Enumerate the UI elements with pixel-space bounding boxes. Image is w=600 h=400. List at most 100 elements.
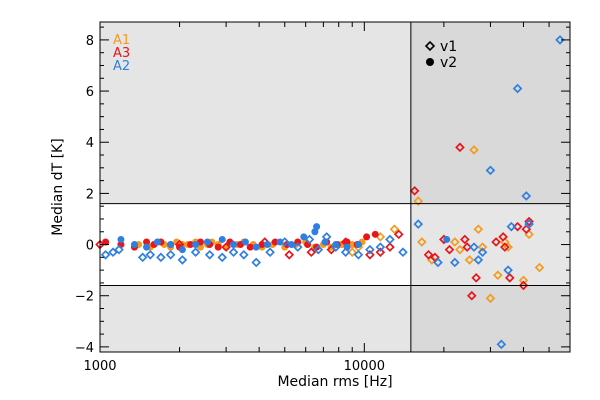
data-point-filled-circle bbox=[276, 238, 284, 246]
data-point-open-diamond bbox=[518, 275, 529, 286]
data-point-open-diamond bbox=[417, 237, 427, 247]
data-point-open-diamond bbox=[485, 165, 496, 176]
data-point-open-diamond bbox=[503, 265, 513, 275]
data-point-open-diamond bbox=[100, 249, 111, 260]
data-point-filled-circle bbox=[321, 238, 329, 246]
data-point-filled-circle bbox=[332, 241, 340, 249]
data-point-open-diamond bbox=[521, 191, 532, 201]
data-point-open-diamond bbox=[347, 247, 358, 258]
data-point-open-diamond bbox=[265, 247, 275, 258]
legend-channel-a3: A3 bbox=[113, 46, 130, 61]
channel-legend: A1 A3 A2 bbox=[113, 33, 130, 74]
shaded-regions bbox=[100, 22, 570, 352]
data-point-open-diamond bbox=[365, 249, 375, 260]
data-point-filled-circle bbox=[187, 241, 195, 249]
data-point-open-diamond bbox=[464, 255, 475, 265]
data-point-open-diamond bbox=[177, 255, 188, 265]
legend-version-v2: v2 bbox=[440, 55, 457, 71]
data-point-filled-circle bbox=[153, 238, 161, 246]
data-point-filled-circle bbox=[130, 241, 138, 249]
y-tick-label: 8 bbox=[86, 34, 94, 49]
data-point-open-diamond bbox=[385, 242, 395, 252]
data-point-open-diamond bbox=[114, 244, 124, 255]
data-point-open-diamond bbox=[455, 142, 465, 153]
data-point-open-diamond bbox=[462, 242, 472, 252]
data-point-open-diamond bbox=[413, 219, 424, 229]
data-point-open-diamond bbox=[304, 234, 315, 245]
data-point-filled-circle bbox=[271, 238, 279, 246]
data-point-open-diamond bbox=[137, 252, 148, 263]
data-point-open-diamond bbox=[190, 247, 201, 258]
data-point-open-diamond bbox=[450, 237, 460, 247]
data-point-filled-circle bbox=[443, 235, 451, 243]
data-point-open-diamond bbox=[204, 249, 215, 260]
data-point-open-diamond bbox=[485, 293, 496, 304]
data-point-open-diamond bbox=[512, 221, 523, 232]
data-point-filled-circle bbox=[252, 243, 260, 251]
data-point-open-diamond bbox=[251, 257, 262, 268]
data-point-open-diamond bbox=[498, 232, 508, 242]
data-point-open-diamond bbox=[496, 339, 507, 350]
data-point-open-diamond bbox=[460, 234, 470, 245]
data-point-filled-circle bbox=[343, 243, 351, 251]
data-point-filled-circle bbox=[348, 241, 356, 249]
data-point-open-diamond bbox=[455, 244, 465, 255]
data-point-open-diamond bbox=[477, 242, 488, 252]
data-point-filled-circle bbox=[218, 235, 226, 243]
data-point-open-diamond bbox=[165, 249, 176, 260]
reference-lines bbox=[100, 22, 570, 352]
data-point-open-diamond bbox=[555, 35, 565, 45]
legend-channel-a2: A2 bbox=[113, 59, 130, 74]
legend-channel-a1: A1 bbox=[113, 33, 130, 48]
data-point-filled-circle bbox=[246, 243, 254, 251]
data-point-open-diamond bbox=[473, 255, 484, 265]
plot-frame bbox=[99, 21, 571, 353]
data-point-open-diamond bbox=[471, 273, 481, 283]
data-point-filled-circle bbox=[178, 246, 186, 254]
data-point-open-diamond bbox=[512, 83, 523, 94]
x-axis-label: Median rms [Hz] bbox=[277, 374, 392, 390]
y-tick-label: 0 bbox=[86, 239, 94, 254]
data-point-filled-circle bbox=[287, 241, 295, 249]
x-tick-label: 1000 bbox=[83, 359, 116, 374]
data-point-open-diamond bbox=[423, 249, 434, 260]
data-point-open-diamond bbox=[353, 249, 364, 260]
data-point-filled-circle bbox=[300, 233, 308, 241]
data-point-open-diamond bbox=[504, 273, 515, 283]
data-point-filled-circle bbox=[173, 238, 181, 246]
data-points bbox=[95, 35, 565, 350]
data-point-open-diamond bbox=[491, 237, 501, 247]
data-point-open-diamond bbox=[221, 242, 231, 252]
data-point-open-diamond bbox=[469, 242, 479, 252]
data-point-open-diamond bbox=[156, 252, 166, 263]
x-tick-label: 10000 bbox=[344, 359, 385, 374]
data-point-open-diamond bbox=[365, 244, 375, 255]
data-point-open-diamond bbox=[503, 242, 513, 252]
data-point-open-diamond bbox=[534, 262, 545, 273]
data-point-open-diamond bbox=[108, 247, 118, 258]
data-point-open-diamond bbox=[493, 270, 503, 281]
data-point-open-diamond bbox=[375, 247, 386, 258]
data-point-filled-circle bbox=[263, 241, 271, 249]
data-point-filled-circle bbox=[363, 233, 371, 241]
y-tick-label: 4 bbox=[86, 136, 94, 151]
data-point-filled-circle bbox=[371, 230, 379, 238]
data-point-filled-circle bbox=[102, 238, 110, 246]
data-point-filled-circle bbox=[167, 241, 175, 249]
data-point-open-diamond bbox=[518, 280, 529, 291]
data-point-open-diamond bbox=[477, 247, 488, 258]
data-point-open-diamond bbox=[524, 219, 534, 229]
data-point-open-diamond bbox=[473, 224, 484, 235]
data-point-filled-circle bbox=[230, 241, 238, 249]
data-point-open-diamond bbox=[499, 242, 510, 252]
data-point-open-diamond bbox=[340, 247, 351, 258]
data-point-open-diamond bbox=[393, 229, 404, 240]
data-point-filled-circle bbox=[313, 223, 321, 231]
shaded-high-rms-band bbox=[410, 203, 570, 286]
data-point-open-diamond bbox=[385, 234, 395, 245]
legend-version-v1: v1 bbox=[440, 39, 457, 55]
legend-filled-circle-marker bbox=[426, 58, 434, 66]
data-point-open-diamond bbox=[239, 249, 249, 260]
y-tick-label: −4 bbox=[75, 341, 94, 356]
data-point-open-diamond bbox=[145, 249, 156, 260]
